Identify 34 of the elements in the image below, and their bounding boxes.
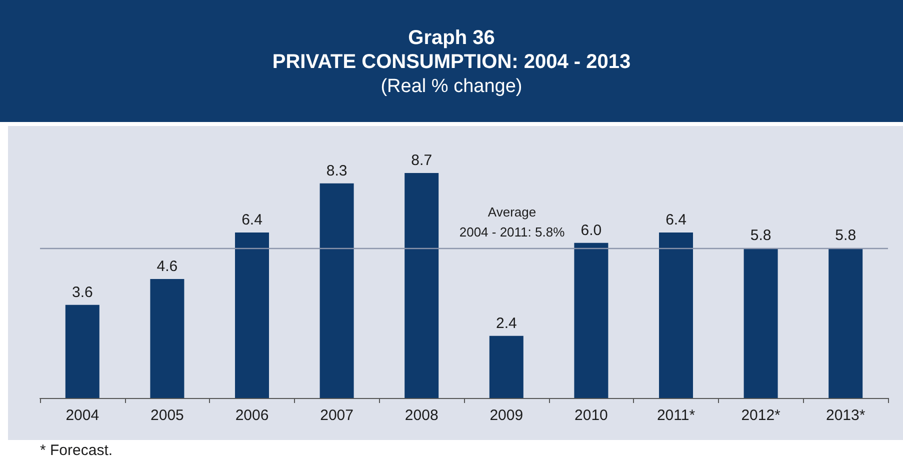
ref-line-label: Average 2004 - 2011: 5.8% [459,204,566,240]
x-tick-label: 2009 [490,407,524,424]
x-tick-label: 2012* [741,407,781,424]
bar [574,242,608,398]
chart-title: Graph 36 PRIVATE CONSUMPTION: 2004 - 2013 [271,26,632,74]
bar [744,248,778,398]
bar [235,232,269,398]
x-tick-label: 2006 [235,407,269,424]
data-label: 6.0 [580,222,602,239]
bar [150,279,184,398]
x-tick-label: 2008 [404,407,438,424]
data-label: 5.8 [835,227,856,244]
text: * Forecast. [40,442,113,459]
x-tick-label: 2011* [656,407,696,424]
x-tick-label: 2010 [574,407,608,424]
bar [659,232,693,398]
data-label: 6.4 [242,211,262,228]
data-label: 2.4 [496,314,517,332]
x-tick-label: 2005 [150,407,184,424]
chart-subtitle: (Real % change) [380,75,524,99]
x-tick-label: 2007 [320,407,354,424]
bar [404,173,439,398]
data-label: 5.8 [750,227,772,244]
bar [489,336,524,398]
bar [320,183,354,398]
x-tick-label: 2004 [66,407,100,424]
data-label: 8.3 [326,162,348,180]
data-label: 8.7 [411,152,432,169]
data-label: 3.6 [72,284,93,301]
x-tick-label: 2013* [826,407,866,424]
bar [828,248,863,398]
data-label: 6.4 [666,211,686,228]
bar [65,304,100,398]
data-label: 4.6 [156,258,178,276]
